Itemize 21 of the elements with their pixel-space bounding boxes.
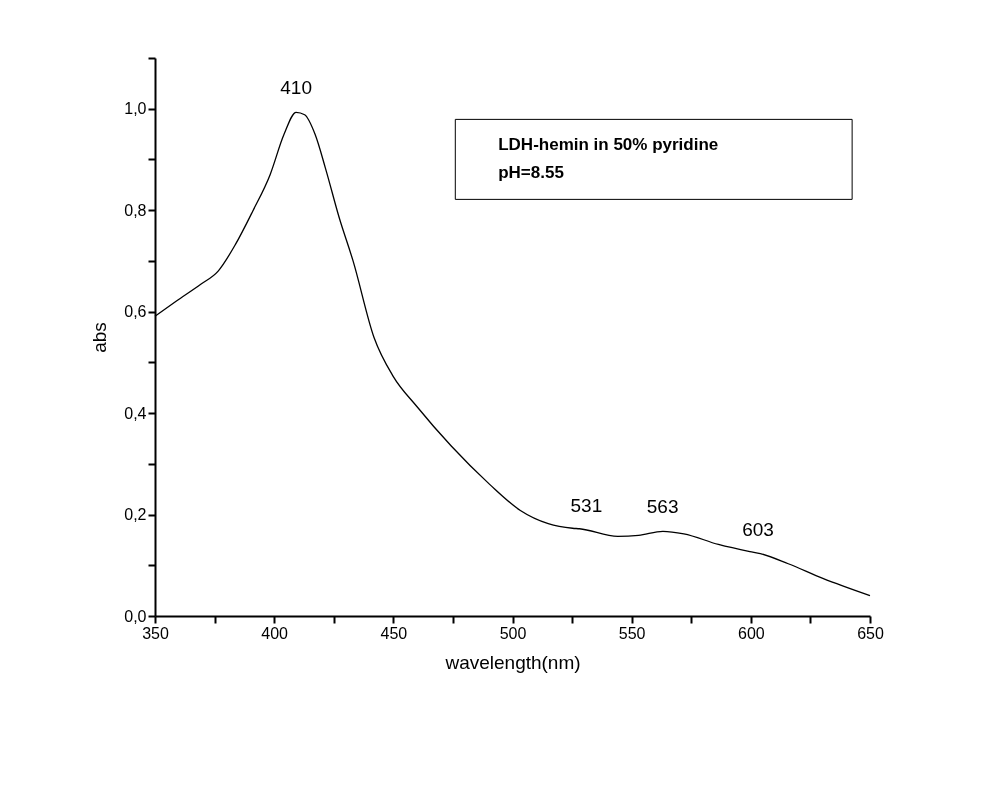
x-axis-title: wavelength(nm) bbox=[444, 651, 581, 673]
annotation: 603 bbox=[742, 518, 774, 540]
y-tick-label: 0,2 bbox=[124, 506, 147, 524]
annotation: 410 bbox=[280, 77, 312, 99]
annotation: 531 bbox=[570, 494, 603, 516]
annotation: LDH-hemin in 50% pyridine bbox=[498, 135, 719, 155]
y-tick-label: 0,0 bbox=[124, 607, 147, 625]
annotation: pH=8.55 bbox=[498, 163, 564, 183]
y-axis-title: abs bbox=[89, 322, 111, 353]
x-tick-label: 600 bbox=[737, 624, 765, 642]
y-tick-label: 1,0 bbox=[124, 100, 147, 118]
y-tick-label: 0,4 bbox=[124, 404, 147, 422]
x-tick-label: 350 bbox=[142, 624, 169, 642]
x-tick-label: 400 bbox=[261, 624, 289, 642]
x-tick-label: 550 bbox=[618, 624, 646, 642]
y-tick-label: 0,6 bbox=[124, 303, 147, 321]
annotation: 563 bbox=[646, 496, 679, 518]
x-tick-label: 450 bbox=[380, 624, 408, 642]
x-tick-label: 650 bbox=[857, 624, 884, 642]
x-tick-label: 500 bbox=[499, 624, 527, 642]
y-tick-label: 0,8 bbox=[124, 201, 147, 219]
